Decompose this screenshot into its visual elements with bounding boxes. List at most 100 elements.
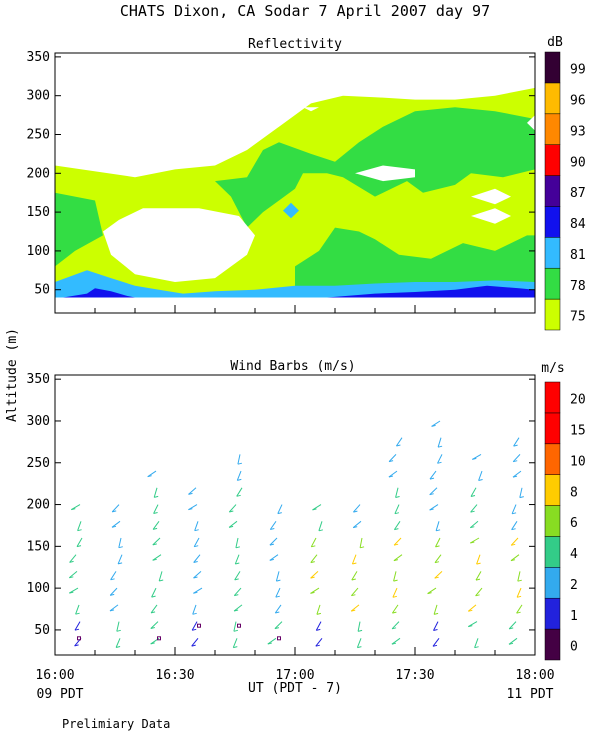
wind-barb-flag-c9-a100 [427, 592, 432, 595]
wind-barb-flag-c1-a100 [110, 593, 115, 596]
wind-y-tick-label-50: 50 [34, 623, 50, 638]
wind-barb-flag-c6-a60 [316, 628, 321, 631]
wind-barb-c9-a160 [435, 537, 441, 548]
wind-colorbar-swatch-6 [544, 505, 561, 537]
wind-barb-flag-c11-a100 [516, 595, 522, 598]
reflectivity-y-tick-label-150: 150 [27, 205, 50, 220]
wind-barb-flag-c7-a140 [352, 562, 357, 565]
wind-barb-flag-c9-a220 [429, 493, 434, 496]
wind-barb-flag-c5-a200 [277, 512, 282, 515]
wind-barb-c9-a220 [429, 487, 438, 496]
wind-barb-flag-c4-a260 [237, 462, 243, 465]
wind-barb-c3-a220 [188, 487, 197, 495]
wind-barb-c6-a200 [312, 504, 322, 511]
wind-barb-flag-c7-a120 [351, 578, 356, 581]
wind-barb-c9-a60 [433, 621, 439, 631]
reflectivity-region-84dB-6 [63, 288, 135, 298]
wind-barb-c0-a120 [68, 571, 78, 579]
wind-barb-flag-c9-a240 [429, 477, 435, 480]
reflectivity-title: Reflectivity [248, 37, 342, 52]
wind-x-tick-label-1630: 16:30 [155, 668, 194, 683]
wind-barb-flag-c6-a140 [310, 561, 315, 564]
wind-barb-c11-a60 [508, 621, 517, 630]
wind-barb-flag-c10-a40 [474, 646, 479, 649]
wind-colorbar-label-0: 0 [570, 640, 578, 655]
reflectivity-y-tick-label-350: 350 [27, 50, 50, 65]
reflectivity-region-81dB-4 [55, 270, 535, 298]
x-axis-label: UT (PDT - 7) [248, 681, 342, 696]
wind-barb-c5-a120 [275, 571, 280, 582]
wind-barb-flag-c6-a40 [315, 644, 320, 647]
reflectivity-colorbar-label-90: 90 [570, 155, 586, 170]
wind-barb-flag-c9-a280 [437, 445, 443, 448]
reflectivity-y-tick-label-300: 300 [27, 89, 50, 104]
wind-barb-c0-a180 [77, 521, 82, 531]
wind-barb-flag-c11-a200 [511, 512, 517, 515]
wind-colorbar-label-2: 2 [570, 578, 578, 593]
wind-barb-c4-a220 [236, 487, 243, 497]
wind-barb-c3-a180 [194, 521, 199, 531]
wind-barb-c6-a40 [315, 637, 323, 647]
wind-barb-c4-a200 [228, 504, 237, 513]
start-time-label: 09 PDT [37, 687, 84, 702]
wind-barb-c10-a120 [475, 571, 482, 581]
wind-barb-flag-c10-a60 [468, 625, 473, 628]
wind-x-tick-label-1800: 18:00 [515, 668, 554, 683]
wind-barb-c11-a160 [510, 537, 519, 546]
wind-barb-flag-c3-a220 [188, 492, 193, 495]
wind-barb-flag-c0-a140 [69, 560, 74, 563]
reflectivity-colorbar-swatch-96 [544, 82, 561, 115]
wind-barb-c7-a40 [356, 638, 362, 648]
wind-barb-flag-c4-a220 [236, 494, 241, 497]
wind-barb-flag-c8-a180 [394, 528, 399, 531]
wind-barb-c10-a200 [470, 504, 478, 513]
wind-barb-flag-c8-a200 [394, 512, 400, 515]
wind-barbs-frame [54, 374, 536, 656]
wind-barb-flag-c0-a40 [74, 644, 79, 647]
wind-barb-c0-a60 [74, 621, 81, 631]
wind-barb-flag-c0-a100 [69, 591, 74, 594]
wind-barb-c5-a180 [269, 521, 277, 530]
wind-barb-flag-c5-a100 [275, 595, 280, 598]
wind-barb-c9-a100 [427, 587, 437, 595]
wind-barb-flag-c10-a260 [472, 457, 477, 460]
wind-barb-c9-a80 [433, 604, 438, 615]
wind-barb-c8-a240 [388, 470, 398, 478]
reflectivity-colorbar-swatch-87 [544, 175, 561, 207]
wind-barb-flag-c9-a80 [433, 612, 439, 615]
wind-barb-c1-a100 [109, 587, 118, 596]
wind-barb-c1-a180 [111, 520, 121, 528]
wind-barb-flag-c2-a180 [152, 527, 158, 530]
wind-barb-flag-c10-a80 [468, 609, 473, 612]
wind-barb-flag-c2-a80 [150, 611, 156, 614]
wind-barb-c2-a200 [153, 504, 159, 514]
wind-barb-flag-c1-a40 [115, 646, 121, 648]
end-time-label: 11 PDT [507, 687, 554, 702]
wind-barb-flag-c8-a240 [388, 475, 394, 478]
wind-barb-flag-c1-a200 [112, 510, 117, 513]
wind-colorbar-label-6: 6 [570, 516, 578, 531]
wind-barb-c9-a140 [434, 554, 442, 564]
wind-barb-flag-c9-a200 [429, 508, 434, 511]
wind-barb-flag-c2-a200 [153, 512, 158, 514]
wind-barb-c11-a120 [517, 571, 521, 582]
wind-barb-flag-c7-a200 [353, 510, 358, 513]
wind-barb-c8-a60 [391, 621, 400, 630]
wind-barb-flag-c11-a160 [511, 543, 516, 546]
reflectivity-region-78dB-1 [55, 192, 103, 298]
wind-barb-c4-a260 [237, 454, 241, 465]
wind-barb-flag-c3-a160 [194, 545, 199, 548]
reflectivity-colorbar-label-93: 93 [570, 124, 586, 139]
calm-marker-0 [77, 636, 81, 641]
wind-barb-flag-c7-a40 [357, 646, 362, 649]
reflectivity-y-tick-label-200: 200 [27, 166, 50, 181]
wind-barb-flag-c6-a160 [311, 545, 316, 548]
wind-barb-flag-c10-a240 [478, 479, 483, 481]
wind-barb-flag-c2-a220 [154, 495, 159, 498]
wind-barb-flag-c8-a260 [388, 460, 394, 463]
reflectivity-no-data-region-7 [211, 63, 219, 67]
reflectivity-colorbar-label-99: 99 [570, 63, 586, 78]
reflectivity-colorbar-swatch-93 [544, 113, 561, 145]
